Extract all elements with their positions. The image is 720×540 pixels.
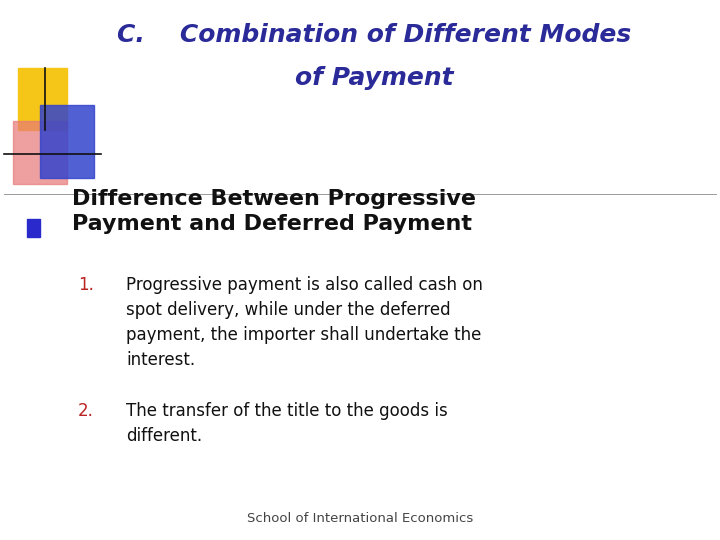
Text: School of International Economics: School of International Economics bbox=[247, 512, 473, 525]
Text: of Payment: of Payment bbox=[295, 66, 454, 90]
Text: 1.: 1. bbox=[78, 276, 94, 294]
Text: C.    Combination of Different Modes: C. Combination of Different Modes bbox=[117, 23, 631, 47]
Text: Progressive payment is also called cash on
spot delivery, while under the deferr: Progressive payment is also called cash … bbox=[126, 276, 483, 369]
Text: 2.: 2. bbox=[78, 402, 94, 420]
Bar bbox=[13, 122, 67, 184]
Bar bbox=[40, 105, 94, 178]
Bar bbox=[18, 68, 67, 130]
Bar bbox=[27, 219, 40, 237]
Text: The transfer of the title to the goods is
different.: The transfer of the title to the goods i… bbox=[126, 402, 448, 446]
Text: Difference Between Progressive
Payment and Deferred Payment: Difference Between Progressive Payment a… bbox=[72, 190, 476, 234]
